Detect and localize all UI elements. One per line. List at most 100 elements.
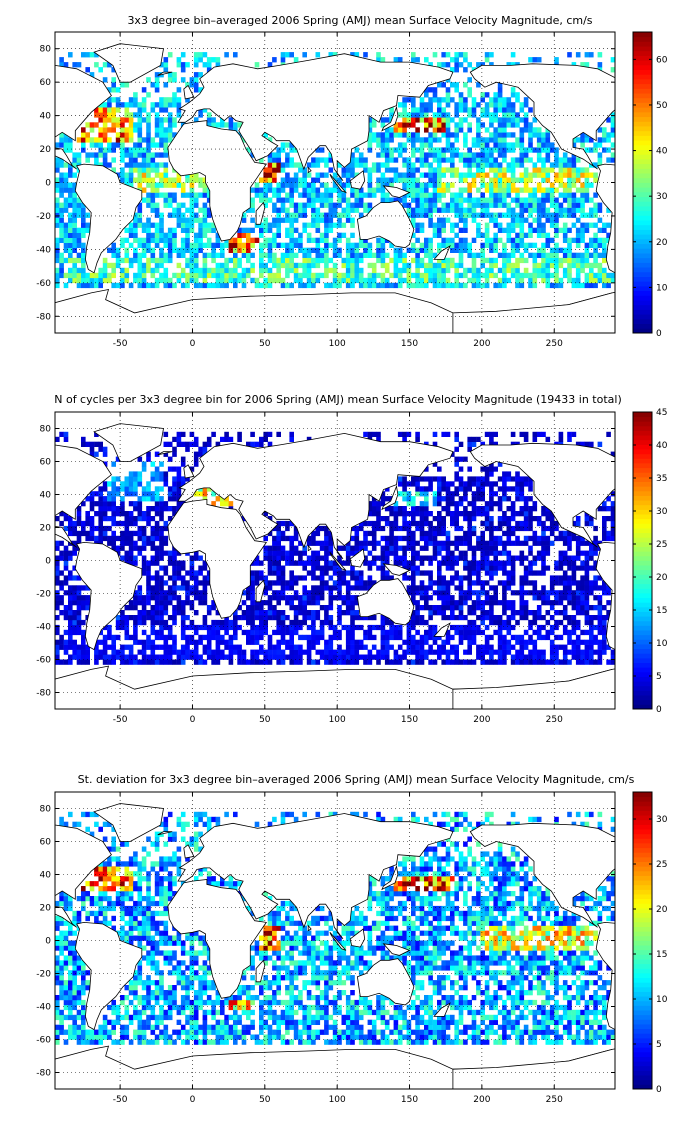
data-cell <box>280 659 286 665</box>
data-cell <box>198 112 203 118</box>
data-cell <box>497 132 503 138</box>
data-cell <box>545 550 551 556</box>
data-cell <box>180 237 186 243</box>
data-cell <box>59 202 64 208</box>
data-cell <box>506 147 512 153</box>
data-cell <box>55 282 60 289</box>
data-cell <box>180 610 186 616</box>
data-cell <box>571 570 577 576</box>
data-cell <box>98 117 103 123</box>
data-cell <box>267 162 273 168</box>
data-cell <box>302 585 307 591</box>
data-cell <box>589 237 594 243</box>
data-cell <box>363 52 368 58</box>
data-cell <box>146 117 151 123</box>
data-cell <box>285 232 290 238</box>
data-cell <box>289 202 294 208</box>
data-cell <box>211 122 216 128</box>
data-cell <box>59 644 64 650</box>
colorbar-segment <box>633 111 652 118</box>
data-cell <box>315 222 321 228</box>
data-cell <box>137 132 143 138</box>
data-cell <box>580 580 585 586</box>
data-cell <box>354 659 360 665</box>
data-cell <box>358 237 364 243</box>
data-cell <box>480 540 485 546</box>
data-cell <box>562 232 568 238</box>
data-cell <box>241 649 247 655</box>
data-cell <box>150 615 156 621</box>
data-cell <box>467 659 472 665</box>
colorbar-tick-label: 20 <box>656 238 668 248</box>
data-cell <box>63 187 69 193</box>
data-cell <box>406 535 412 542</box>
data-cell <box>523 112 529 118</box>
data-cell <box>419 619 425 626</box>
data-cell <box>237 257 242 264</box>
data-cell <box>597 272 603 279</box>
data-cell <box>332 267 338 274</box>
data-cell <box>402 252 407 258</box>
data-cell <box>81 639 86 645</box>
data-cell <box>133 147 138 153</box>
data-cell <box>519 272 525 279</box>
data-cell <box>519 615 525 621</box>
data-cell <box>450 152 455 158</box>
data-cell <box>133 237 138 243</box>
data-cell <box>250 629 255 636</box>
data-cell <box>68 530 73 537</box>
data-cell <box>141 565 147 571</box>
data-cell <box>319 590 325 596</box>
data-cell <box>246 585 251 591</box>
data-cell <box>589 262 594 269</box>
data-cell <box>302 192 307 198</box>
data-cell <box>289 560 294 566</box>
data-cell <box>263 585 268 591</box>
data-cell <box>81 127 86 133</box>
data-cell <box>345 639 351 645</box>
data-cell <box>562 212 568 218</box>
data-cell <box>411 147 416 153</box>
data-cell <box>206 570 212 576</box>
data-cell <box>337 619 342 626</box>
data-cell <box>467 624 472 631</box>
data-cell <box>367 540 373 546</box>
data-cell <box>545 237 551 243</box>
colorbar-segment <box>633 32 652 38</box>
data-cell <box>397 535 403 542</box>
data-cell <box>337 575 342 581</box>
data-cell <box>293 277 299 284</box>
data-cell <box>597 152 603 158</box>
data-cell <box>137 142 143 148</box>
data-cell <box>419 112 425 118</box>
data-cell <box>324 187 329 193</box>
data-cell <box>419 282 425 289</box>
data-cell <box>519 585 525 591</box>
data-cell <box>571 600 577 606</box>
data-cell <box>102 267 108 274</box>
data-cell <box>567 565 572 571</box>
data-cell <box>176 600 182 606</box>
data-cell <box>159 192 164 198</box>
data-cell <box>193 82 199 88</box>
data-cell <box>198 267 203 274</box>
data-cell <box>215 644 221 650</box>
data-cell <box>81 277 86 284</box>
data-cell <box>606 147 611 153</box>
data-cell <box>589 252 594 258</box>
data-cell <box>202 600 208 606</box>
data-cell <box>389 132 394 138</box>
data-cell <box>389 629 394 636</box>
x-tick-label: 250 <box>546 339 563 349</box>
data-cell <box>163 142 169 148</box>
data-cell <box>450 242 455 248</box>
data-cell <box>298 654 303 660</box>
data-cell <box>215 57 221 63</box>
data-cell <box>532 540 538 546</box>
data-cell <box>237 644 242 650</box>
data-cell <box>480 197 485 203</box>
data-cell <box>68 172 73 178</box>
data-cell <box>276 600 281 606</box>
colorbar-segment <box>633 64 652 71</box>
data-cell <box>528 142 533 148</box>
